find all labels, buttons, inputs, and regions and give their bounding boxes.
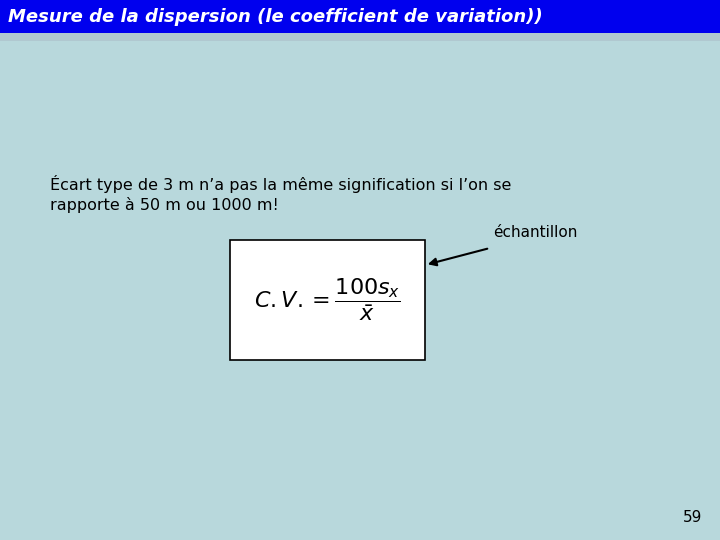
Text: Écart type de 3 m n’a pas la même signification si l’on se: Écart type de 3 m n’a pas la même signif… [50,175,511,193]
Text: rapporte à 50 m ou 1000 m!: rapporte à 50 m ou 1000 m! [50,197,279,213]
Text: échantillon: échantillon [493,225,577,240]
Text: 59: 59 [683,510,702,525]
Text: Mesure de la dispersion (le coefficient de variation)): Mesure de la dispersion (le coefficient … [8,8,543,25]
Text: $\mathit{C.V.} = \dfrac{100s_x}{\bar{x}}$: $\mathit{C.V.} = \dfrac{100s_x}{\bar{x}}… [254,276,401,323]
Bar [230,240,425,360]
Bar [0,33,720,41]
Bar [0,0,720,33]
